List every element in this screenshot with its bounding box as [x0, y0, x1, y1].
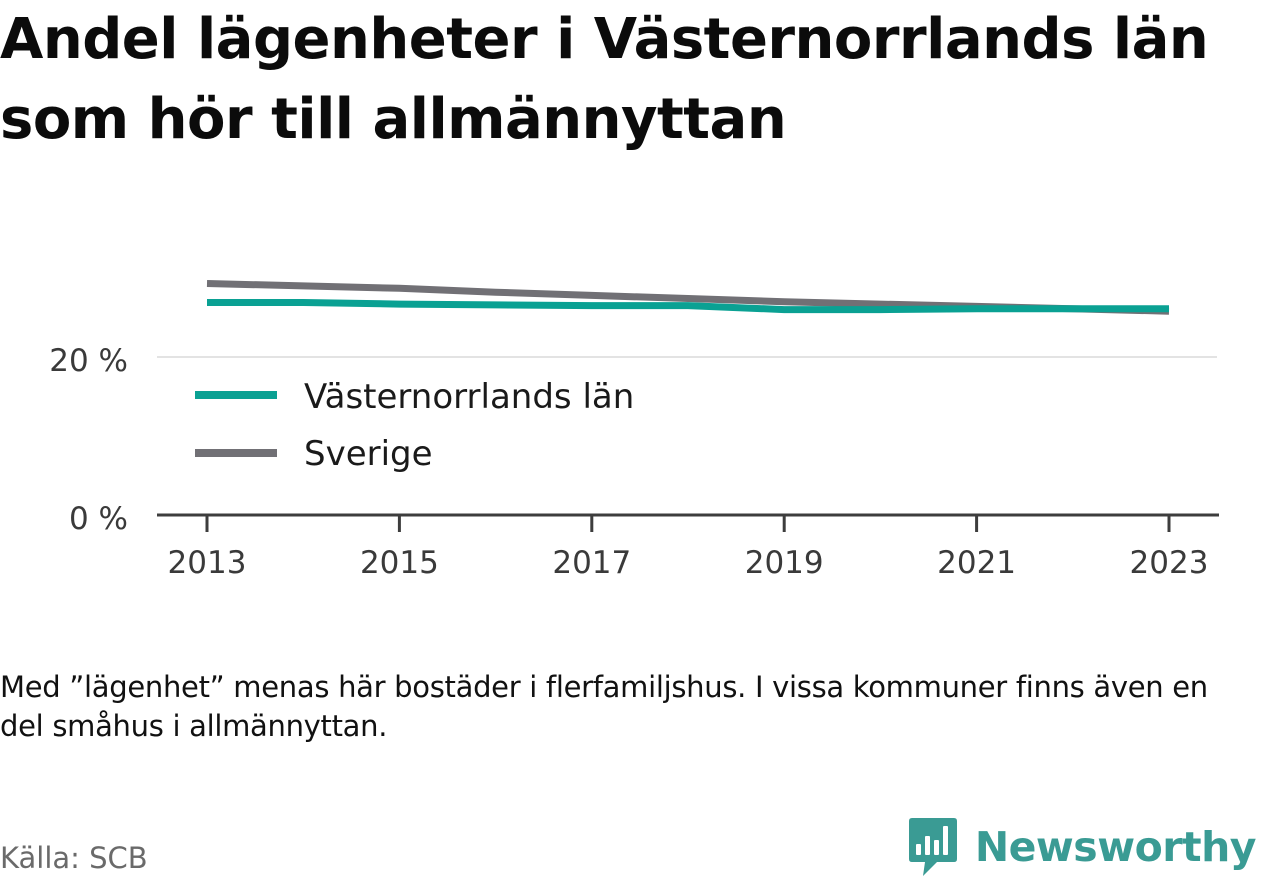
x-ticks: 2013 2015 2017 2019 2021 2023: [168, 515, 1209, 581]
x-tick-label: 2019: [745, 545, 824, 581]
brand-logo: Newsworthy: [908, 818, 1257, 876]
x-tick-label: 2017: [552, 545, 631, 581]
y-tick-labels: 20 % 0 %: [49, 343, 128, 537]
legend-item-sverige: Sverige: [195, 434, 433, 474]
legend-item-vasternorrland: Västernorrlands län: [195, 377, 634, 417]
brand-name: Newsworthy: [974, 823, 1257, 871]
y-tick-label: 0 %: [69, 501, 128, 537]
chart-note: Med ”lägenhet” menas här bostäder i fler…: [0, 670, 1208, 743]
series-line-vasternorrland: [207, 299, 1169, 314]
legend-label: Sverige: [304, 434, 433, 474]
source-label: Källa: SCB: [0, 841, 148, 875]
x-tick-label: 2021: [937, 545, 1016, 581]
x-tick-label: 2013: [168, 545, 247, 581]
chart-title: Andel lägenheter i Västernorrlands län s…: [0, 7, 1209, 152]
series-lines: [206, 280, 1170, 315]
line-chart: 20 % 0 % 2013 2015 2017 2019 2021 2023 Väster…: [49, 280, 1219, 581]
legend: Västernorrlands län Sverige: [195, 377, 634, 474]
y-tick-label: 20 %: [49, 343, 128, 379]
x-tick-label: 2023: [1130, 545, 1209, 581]
x-tick-label: 2015: [360, 545, 439, 581]
legend-label: Västernorrlands län: [304, 377, 634, 417]
bar-chart-speech-bubble-icon: [908, 818, 957, 876]
